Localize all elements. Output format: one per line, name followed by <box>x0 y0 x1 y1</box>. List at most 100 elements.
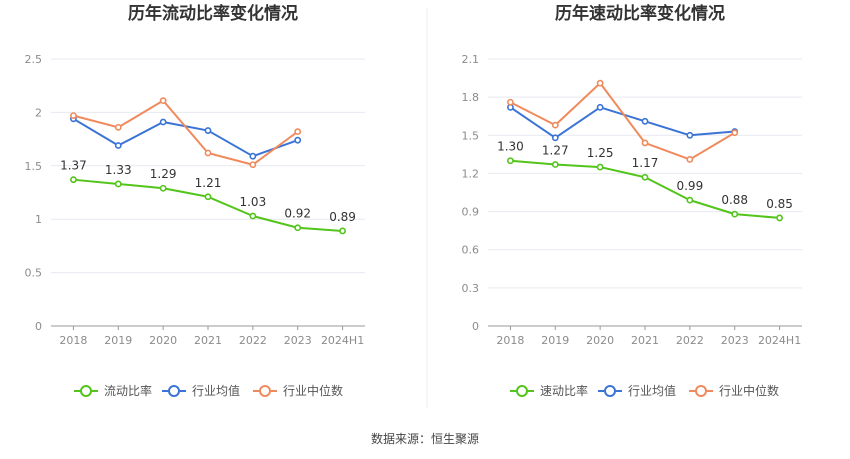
x-tick-label: 2019 <box>541 334 569 347</box>
legend-swatch-marker <box>168 385 180 397</box>
data-label: 0.99 <box>676 179 703 193</box>
y-tick-label: 0 <box>35 320 42 333</box>
industry-median-series-point[interactable] <box>551 121 559 129</box>
data-label: 1.29 <box>150 167 177 181</box>
legend-item-industry-average-series[interactable]: 行业均值 <box>598 383 676 398</box>
main-series-point[interactable] <box>70 176 77 184</box>
quick-ratio-chart: 历年速动比率变化情况 0 0.3 0.6 0.9 1.2 1.5 1.8 2.1 2018 201… <box>462 3 802 398</box>
industry-median-series-line <box>73 99 299 166</box>
y-tick-label: 1.2 <box>462 167 480 180</box>
industry-average-series-point[interactable] <box>204 127 212 134</box>
main-series-point[interactable] <box>294 224 302 232</box>
legend-item-main-series[interactable]: 速动比率 <box>510 383 588 398</box>
legend-item-industry-median-series[interactable]: 行业中位数 <box>689 383 779 398</box>
data-label: 1.25 <box>587 146 614 160</box>
main-series-point[interactable] <box>551 161 559 168</box>
industry-average-series-point[interactable] <box>686 131 694 139</box>
data-label: 1.30 <box>497 140 524 154</box>
x-tick-label: 2024H1 <box>321 334 364 347</box>
industry-median-series-point[interactable] <box>249 161 257 169</box>
data-label: 0.88 <box>721 193 748 207</box>
industry-median-series-point[interactable] <box>596 79 604 87</box>
legend-item-industry-average-series[interactable]: 行业均值 <box>162 383 240 398</box>
industry-median-series-point[interactable] <box>114 123 122 131</box>
chart-title: 历年速动比率变化情况 <box>555 3 725 24</box>
legend-label: 行业均值 <box>192 383 240 398</box>
y-tick-label: 0.3 <box>462 282 480 295</box>
x-tick-label: 2019 <box>104 334 132 347</box>
industry-median-series-point[interactable] <box>507 98 514 106</box>
industry-median-series-point[interactable] <box>70 112 77 120</box>
legend-label: 行业均值 <box>628 383 676 398</box>
data-label: 1.33 <box>105 163 132 177</box>
main-series-point[interactable] <box>249 212 257 220</box>
main-series-point[interactable] <box>731 210 739 218</box>
industry-average-series-point[interactable] <box>159 118 167 126</box>
y-tick-label: 1.5 <box>462 129 480 142</box>
industry-median-series-point[interactable] <box>641 139 649 147</box>
y-tick-label: 2.5 <box>25 53 43 66</box>
data-label: 0.85 <box>766 197 793 211</box>
legend-label: 行业中位数 <box>719 383 779 398</box>
x-tick-label: 2021 <box>194 334 222 347</box>
data-label: 1.17 <box>632 156 659 170</box>
data-label: 1.21 <box>195 176 222 190</box>
legend-swatch-marker <box>80 385 92 397</box>
y-tick-label: 2.1 <box>462 53 480 66</box>
industry-median-series-line <box>509 82 736 161</box>
data-label: 0.92 <box>284 207 311 221</box>
main-series-point[interactable] <box>507 157 514 165</box>
industry-average-series-point[interactable] <box>551 134 559 142</box>
x-tick-label: 2023 <box>284 334 312 347</box>
legend-swatch-marker <box>695 385 707 397</box>
main-series-point[interactable] <box>641 173 649 181</box>
y-tick-label: 2 <box>35 106 42 119</box>
data-label: 1.37 <box>60 159 87 173</box>
data-source: 数据来源：恒生聚源 <box>371 431 479 446</box>
main-series-point[interactable] <box>596 163 604 171</box>
y-tick-label: 0.6 <box>462 244 480 257</box>
industry-median-series-point[interactable] <box>731 129 739 137</box>
main-series-point[interactable] <box>776 214 783 222</box>
legend-label: 速动比率 <box>540 383 588 398</box>
y-tick-label: 1.5 <box>25 160 43 173</box>
data-label: 1.27 <box>542 144 569 158</box>
current-ratio-chart: 历年流动比率变化情况 0 0.5 1 1.5 2 2.5 2018 2019 2020 2021 2… <box>25 3 365 398</box>
legend-item-main-series[interactable]: 流动比率 <box>74 383 152 398</box>
legend-item-industry-median-series[interactable]: 行业中位数 <box>253 383 343 398</box>
x-tick-label: 2020 <box>149 334 177 347</box>
data-label: 0.89 <box>329 210 356 224</box>
x-tick-label: 2023 <box>721 334 749 347</box>
industry-median-series-point[interactable] <box>204 149 212 157</box>
x-tick-label: 2024H1 <box>758 334 801 347</box>
main-series-point[interactable] <box>114 180 122 188</box>
legend-label: 流动比率 <box>104 383 152 398</box>
x-tick-label: 2022 <box>239 334 267 347</box>
industry-average-series-point[interactable] <box>641 117 649 125</box>
y-tick-label: 1 <box>35 213 42 226</box>
main-series-point[interactable] <box>339 227 346 235</box>
chart-title: 历年流动比率变化情况 <box>128 3 298 24</box>
main-series-point[interactable] <box>159 184 167 192</box>
data-label: 1.03 <box>239 195 266 209</box>
industry-average-series-point[interactable] <box>249 152 257 160</box>
legend-swatch-marker <box>516 385 528 397</box>
legend-swatch-marker <box>604 385 616 397</box>
x-tick-label: 2018 <box>496 334 524 347</box>
main-series-point[interactable] <box>204 193 212 201</box>
y-tick-label: 0 <box>472 320 479 333</box>
main-series-point[interactable] <box>686 196 694 204</box>
industry-average-series-point[interactable] <box>596 103 604 111</box>
x-tick-label: 2021 <box>631 334 659 347</box>
y-tick-label: 0.5 <box>25 267 43 280</box>
industry-median-series-point[interactable] <box>159 97 167 105</box>
industry-average-series-point[interactable] <box>114 142 122 149</box>
industry-median-series-point[interactable] <box>294 128 302 136</box>
legend-label: 行业中位数 <box>283 383 343 398</box>
industry-median-series-point[interactable] <box>686 156 694 163</box>
legend-swatch-marker <box>259 385 271 397</box>
industry-average-series-point[interactable] <box>294 136 302 144</box>
y-tick-label: 0.9 <box>462 206 480 219</box>
y-tick-label: 1.8 <box>462 91 480 104</box>
